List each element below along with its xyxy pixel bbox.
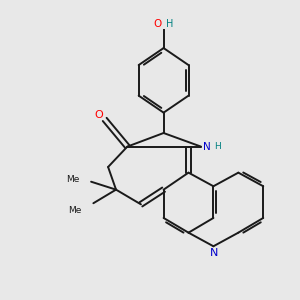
Text: N: N (210, 248, 219, 258)
Text: O: O (154, 19, 162, 29)
Text: Me: Me (69, 206, 82, 214)
Text: H: H (166, 19, 173, 29)
Text: N: N (203, 142, 211, 152)
Text: Me: Me (66, 175, 80, 184)
Text: O: O (95, 110, 103, 120)
Text: H: H (214, 142, 221, 151)
